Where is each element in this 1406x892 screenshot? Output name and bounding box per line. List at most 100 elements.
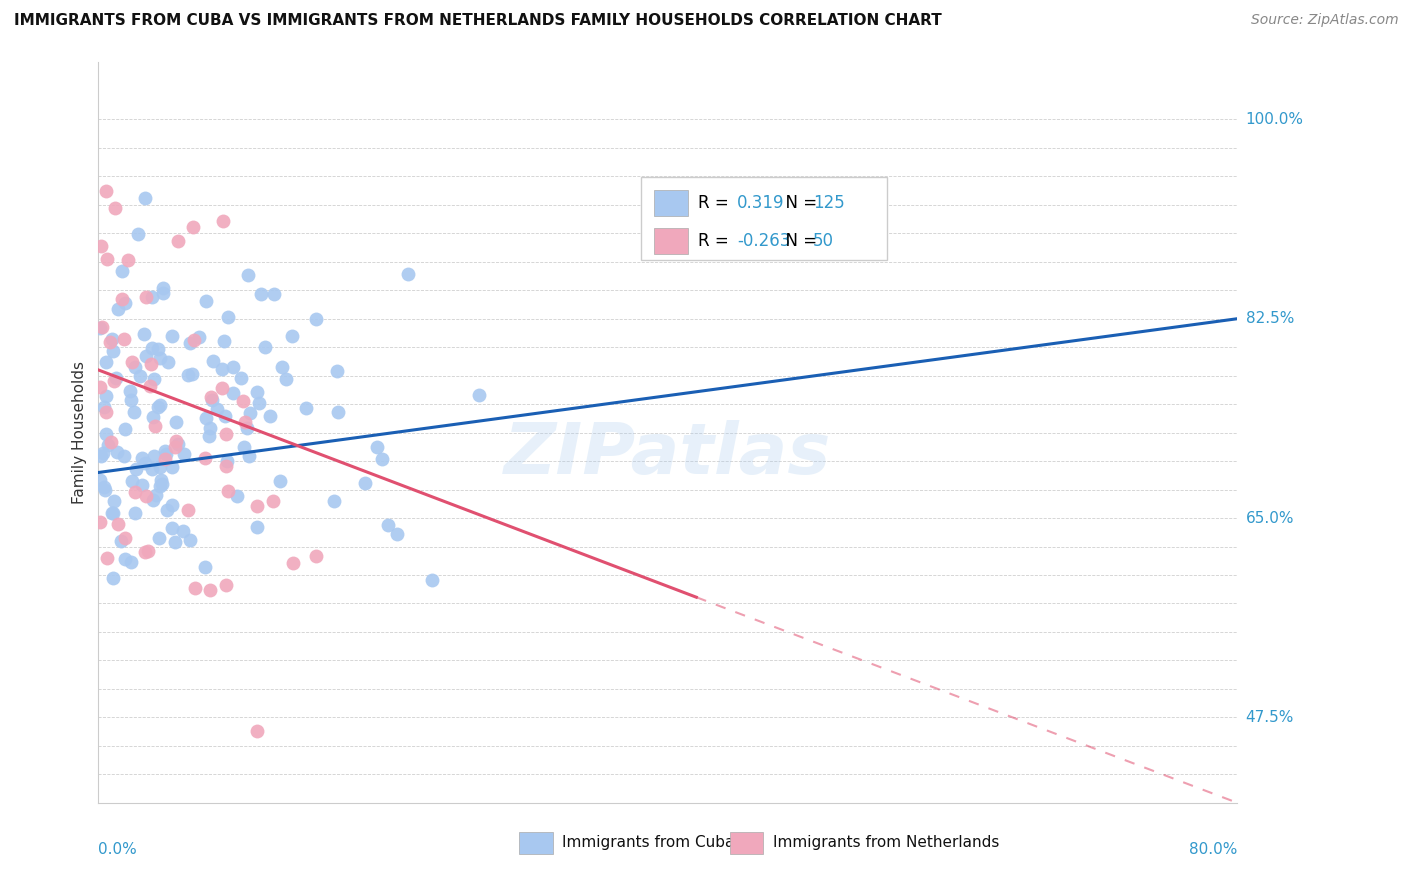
Point (93, 400, 115, 414)
Point (153, 443, 176, 458)
Point (283, 556, 305, 570)
Point (194, 411, 217, 425)
Point (173, 447, 195, 461)
Point (101, 332, 124, 346)
Point (94, 389, 117, 403)
Point (167, 234, 190, 248)
Point (101, 506, 124, 520)
Point (232, 393, 254, 408)
Point (254, 339, 277, 353)
Point (112, 332, 135, 346)
Point (246, 520, 269, 534)
Text: 65.0%: 65.0% (1246, 510, 1294, 525)
Text: R =: R = (697, 194, 734, 212)
Point (152, 286, 174, 301)
Point (94, 405, 117, 419)
Point (163, 440, 186, 454)
Point (127, 227, 149, 241)
Point (215, 427, 238, 442)
Point (149, 479, 172, 493)
Point (114, 422, 136, 436)
Text: ZIPatlas: ZIPatlas (505, 420, 831, 490)
Point (155, 452, 177, 467)
Text: N =: N = (775, 194, 823, 212)
Point (179, 533, 201, 547)
Point (246, 499, 269, 513)
Point (305, 312, 328, 326)
Point (142, 493, 165, 508)
Point (249, 287, 271, 301)
Point (110, 534, 132, 549)
Point (200, 583, 222, 598)
Point (162, 499, 184, 513)
Point (225, 489, 247, 503)
Point (354, 475, 377, 490)
Point (150, 473, 173, 487)
Point (103, 494, 125, 508)
Text: 125: 125 (813, 194, 845, 212)
Point (162, 460, 184, 475)
Point (143, 419, 166, 434)
Point (124, 485, 146, 500)
Point (97, 437, 120, 451)
Point (104, 201, 127, 215)
Point (194, 293, 217, 308)
Point (135, 489, 157, 503)
Point (114, 551, 136, 566)
Point (194, 451, 217, 466)
Point (214, 334, 236, 348)
Text: Immigrants from Cuba: Immigrants from Cuba (562, 836, 735, 850)
Point (114, 296, 136, 310)
Point (217, 310, 239, 324)
Point (156, 354, 179, 368)
Point (107, 302, 129, 317)
Point (172, 524, 194, 539)
Point (138, 379, 160, 393)
Point (96, 184, 118, 198)
Point (422, 573, 444, 587)
Text: N =: N = (775, 232, 823, 250)
Point (201, 392, 224, 407)
Point (107, 517, 129, 532)
Point (236, 421, 259, 435)
Point (377, 517, 399, 532)
Point (100, 434, 122, 449)
Text: Source: ZipAtlas.com: Source: ZipAtlas.com (1251, 13, 1399, 28)
Point (263, 286, 285, 301)
Point (247, 396, 270, 410)
Text: 47.5%: 47.5% (1246, 710, 1294, 725)
Point (121, 474, 143, 488)
Point (122, 405, 145, 419)
Point (93, 480, 115, 494)
Text: 50: 50 (813, 232, 834, 250)
Point (180, 368, 202, 382)
Point (141, 290, 163, 304)
Point (134, 544, 156, 558)
Point (271, 359, 294, 374)
Point (179, 336, 201, 351)
Point (165, 434, 187, 449)
Point (96, 252, 118, 267)
Point (148, 401, 170, 415)
Point (143, 450, 166, 464)
Point (89, 321, 111, 335)
Point (259, 409, 281, 423)
Point (160, 329, 183, 343)
Point (89, 473, 111, 487)
Point (101, 506, 124, 520)
Point (142, 410, 165, 425)
Point (326, 405, 349, 419)
Text: 80.0%: 80.0% (1189, 842, 1237, 856)
Point (89, 379, 111, 393)
Text: 82.5%: 82.5% (1246, 311, 1294, 326)
Point (222, 360, 245, 375)
Point (215, 459, 238, 474)
Point (94, 483, 117, 497)
Point (141, 357, 163, 371)
Point (211, 381, 233, 395)
Point (141, 462, 163, 476)
Point (269, 475, 291, 489)
Point (150, 477, 173, 491)
Point (387, 526, 409, 541)
Point (120, 555, 142, 569)
